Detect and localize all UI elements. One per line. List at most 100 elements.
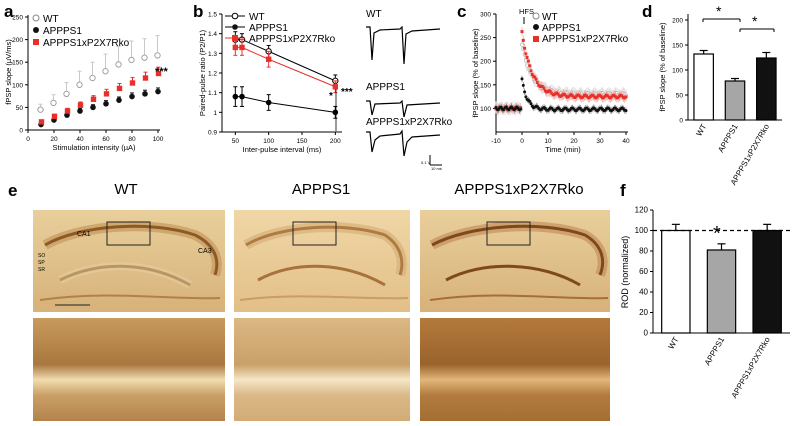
c-hfs-label: HFS	[519, 7, 534, 16]
trace-scale-time: 10 ms	[431, 166, 442, 171]
c-ytick-label: 250	[480, 35, 491, 42]
panel-b-chart: 0.9 1 1.1 1.2 1.3 1.4 1.5 50 100 150 200 Paired-pu…	[198, 12, 353, 155]
c-ytick-label: 200	[480, 59, 491, 66]
b-series-line-2	[235, 46, 336, 88]
c-legend: WT APPPS1 APPPS1xP2X7Rko	[532, 12, 629, 45]
f-ytick-label: 80	[639, 247, 648, 256]
f-ytick-label: 60	[639, 267, 648, 276]
c-point-ko	[624, 95, 628, 99]
c-y-label: fPSP slope (% of baseline)	[471, 28, 480, 118]
trace-label-appps1: APPPS1	[366, 82, 405, 93]
c-xtick-label: 20	[570, 138, 578, 145]
d-y-label: fPSP slope (% of baseline)	[658, 22, 667, 112]
a-point-ko	[38, 119, 45, 125]
c-point-ko	[541, 85, 545, 89]
d-bar-2	[756, 57, 777, 121]
a-ytick-label: 250	[12, 15, 23, 22]
a-point-appps1	[103, 100, 109, 107]
c-point-ko	[620, 94, 624, 98]
a-point-appps1	[116, 97, 122, 103]
c-point-appps1	[523, 90, 527, 94]
a-legend-marker-appps1	[33, 27, 39, 33]
e-label-sp: SP	[38, 260, 45, 266]
a-point-ko	[142, 75, 149, 81]
e-label-ca1: CA1	[77, 231, 91, 238]
b-series-line-1	[235, 96, 336, 113]
trace-scale-voltage: 0.1 V	[421, 160, 431, 165]
d-significance-2: *	[752, 13, 758, 29]
trace-label-wt: WT	[366, 9, 382, 20]
e-zoom-box-wt	[106, 221, 151, 246]
c-point-ko	[556, 92, 560, 96]
b-xtick-label: 100	[263, 138, 274, 145]
e-overview-ko	[420, 210, 610, 312]
c-legend-ko: APPPS1xP2X7Rko	[542, 34, 629, 45]
a-point-appps1	[142, 91, 148, 97]
a-xtick-label: 0	[26, 136, 30, 143]
panel-label-f: f	[620, 181, 626, 200]
a-point-wt	[76, 81, 83, 88]
b-legend-marker-appps1	[232, 24, 238, 30]
c-point-ko	[530, 73, 534, 77]
panel-label-d: d	[642, 2, 652, 21]
e-title-wt: WT	[114, 181, 137, 198]
b-ytick-label: 1.1	[208, 90, 217, 97]
d-category-label: WT	[694, 122, 708, 137]
c-legend-marker-ko	[533, 36, 539, 42]
a-legend: WT APPPS1 APPPS1xP2X7Rko	[32, 14, 130, 49]
f-y-label: ROD (normalized)	[620, 236, 630, 309]
c-point-ko	[523, 46, 527, 50]
b-example-traces: WT APPPS1 APPPS1xP2X7Rko 0.1 V 10 ms	[366, 9, 453, 171]
panel-a-chart: 0 50 100 150 200 250 0 20 40 60 80 100 fPSP slope (…	[4, 14, 169, 152]
panel-label-e: e	[8, 181, 17, 200]
d-ytick-label: 100	[672, 68, 683, 75]
panel-label-a: a	[4, 2, 14, 21]
c-point-ko	[521, 38, 525, 42]
e-zoom-appps1	[234, 318, 410, 421]
c-point-appps1	[524, 95, 528, 99]
e-overview-wt: CA1 CA3 SO SP SR	[33, 210, 225, 312]
c-point-ko	[592, 94, 595, 98]
c-point-ko	[524, 52, 528, 56]
b-xtick-label: 50	[232, 138, 240, 145]
c-point-ko	[581, 95, 585, 99]
c-point-ko	[549, 89, 553, 93]
c-point-ko	[542, 86, 546, 90]
a-point-ko	[90, 96, 97, 102]
c-point-appps1	[528, 99, 532, 103]
a-legend-wt: WT	[43, 14, 59, 25]
a-ytick-label: 0	[19, 128, 23, 135]
a-point-ko	[129, 80, 136, 86]
a-point-ko	[155, 70, 162, 77]
d-significance-1: *	[716, 3, 722, 19]
d-ytick-label: 0	[679, 118, 683, 125]
c-xtick-label: 40	[622, 138, 630, 145]
c-xtick-label: 30	[596, 138, 604, 145]
c-point-ko	[534, 77, 538, 81]
trace-label-ko: APPPS1xP2X7Rko	[366, 117, 453, 128]
b-point-ko	[239, 44, 245, 51]
c-point-ko	[529, 69, 533, 73]
b-ytick-label: 1.4	[208, 31, 217, 38]
c-legend-marker-wt	[532, 12, 540, 20]
a-point-wt	[89, 74, 96, 82]
panel-c-chart: 100 150 200 250 300 -10 0 10 20 30 40 fPSP slope (…	[471, 7, 630, 154]
panel-label-c: c	[457, 2, 466, 21]
a-significance: ***	[155, 66, 169, 78]
f-significance: *	[713, 223, 721, 245]
b-ytick-label: 0.9	[208, 130, 217, 137]
a-xtick-label: 20	[50, 136, 58, 143]
a-point-wt	[154, 52, 161, 59]
a-point-wt	[102, 68, 109, 75]
c-point-appps1	[521, 83, 525, 87]
b-legend-ko: APPPS1xP2X7Rko	[249, 34, 336, 45]
b-series-line-0	[235, 39, 336, 82]
c-point-ko	[533, 75, 537, 79]
trace-ko	[366, 129, 441, 157]
b-point-ko	[332, 84, 339, 90]
c-point-ko	[528, 64, 532, 68]
c-xtick-label: 10	[544, 138, 552, 145]
f-category-label: APPPS1	[703, 335, 727, 367]
